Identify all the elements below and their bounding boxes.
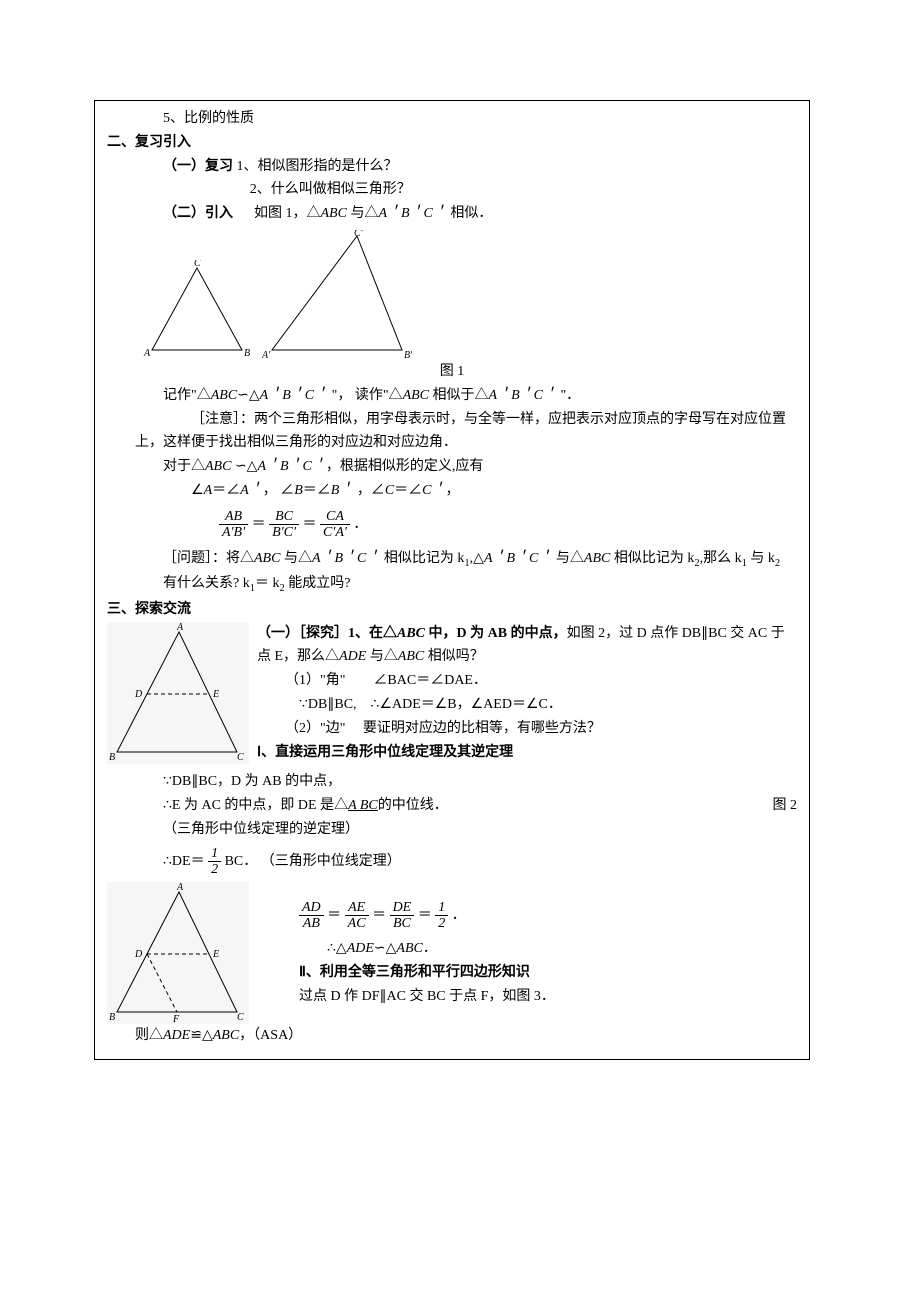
svg-text:C': C'	[354, 230, 364, 239]
svg-text:B': B'	[404, 350, 412, 360]
svg-text:A: A	[176, 882, 184, 893]
equation-ratios-2: ADAB ＝ AEAC ＝ DEBC ＝ 12 ．	[299, 900, 797, 932]
proof-line-1: ∵DB∥BC，D 为 AB 的中点，	[107, 770, 797, 794]
line-notation: 记作"△ABC∽△A＇B＇C＇ "， 读作"△ABC 相似于△A＇B＇C＇ "．	[107, 384, 797, 408]
figure-1-caption: 图 1	[107, 360, 797, 384]
svg-text:E: E	[212, 949, 219, 960]
proof-line-4: ∴DE＝ 12 BC． （三角形中位线定理）	[107, 846, 797, 878]
figure-2-caption: 图 2	[773, 794, 798, 818]
method-2-section: A D E B F C ADAB ＝ AEAC ＝ DEBC ＝ 12 ． ∴△…	[107, 882, 797, 1024]
svg-text:D: D	[134, 689, 143, 700]
figure-1: A B C A' B' C'	[107, 230, 797, 360]
explore-side: （2）"边" 要证明对应边的比相等，有哪些方法？	[257, 717, 797, 741]
heading-3: 三、探索交流	[107, 598, 797, 622]
heading-2: 二、复习引入	[107, 131, 797, 155]
explore-section: A D E B C （一）［探究］1、在△ABC 中，D 为 AB 的中点，如图…	[107, 622, 797, 765]
conclusion-1: ∴△ADE∽△ABC．	[299, 937, 797, 961]
line-review-2: 2、什么叫做相似三角形？	[107, 178, 797, 202]
label-intro: （二）引入	[163, 206, 233, 221]
label-review: （一）复习	[163, 159, 233, 174]
method-2-line: 过点 D 作 DF∥AC 交 BC 于点 F，如图 3．	[299, 985, 797, 1009]
triangle-adef: A D E B F C	[107, 882, 249, 1024]
svg-text:A: A	[143, 348, 151, 359]
q1: 1、相似图形指的是什么？	[237, 159, 398, 174]
svg-text:A: A	[176, 622, 184, 633]
explore-line-1: （一）［探究］1、在△ABC 中，D 为 AB 的中点，如图 2，过 D 点作 …	[257, 622, 797, 670]
svg-text:B: B	[109, 1012, 115, 1023]
svg-text:D: D	[134, 949, 143, 960]
svg-text:E: E	[212, 689, 219, 700]
triangle-abc-large: A' B' C'	[262, 230, 412, 360]
proof-line-2: ∴E 为 AC 的中点，即 DE 是△A BC的中位线． 图 2	[107, 794, 797, 818]
line-review-1: （一）复习 1、相似图形指的是什么？	[107, 155, 797, 179]
svg-text:C: C	[237, 1012, 244, 1023]
line-5: 5、比例的性质	[107, 107, 797, 131]
line-definition: 对于△ABC ∽△A＇B＇C＇，根据相似形的定义,应有	[107, 455, 797, 479]
page-frame: 5、比例的性质 二、复习引入 （一）复习 1、相似图形指的是什么？ 2、什么叫做…	[94, 100, 810, 1060]
method-1-title: Ⅰ、直接运用三角形中位线定理及其逆定理	[257, 741, 797, 765]
svg-text:C: C	[237, 752, 244, 763]
line-question: ［问题］：将△ABC 与△A＇B＇C＇ 相似比记为 k1,△A＇B＇C＇ 与△A…	[107, 547, 797, 598]
svg-text:C: C	[194, 260, 201, 269]
explore-angle-1: （1）"角" ∠BAC＝∠DAE．	[257, 669, 797, 693]
triangle-ade: A D E B C	[107, 622, 249, 764]
method-2-title: Ⅱ、利用全等三角形和平行四边形知识	[299, 961, 797, 985]
proof-line-3: （三角形中位线定理的逆定理）	[107, 818, 797, 842]
svg-text:B: B	[109, 752, 115, 763]
equation-ratios: ABA'B' ＝ BCB'C' ＝ CAC'A' ．	[107, 509, 797, 541]
line-note: ［注意］：两个三角形相似，用字母表示时，与全等一样，应把表示对应顶点的字母写在对…	[107, 408, 797, 456]
svg-text:B: B	[244, 348, 250, 359]
svg-text:A': A'	[262, 350, 271, 360]
svg-text:F: F	[172, 1014, 180, 1024]
proof-line-asa: 则△ADE≌△ABC，（ASA）	[107, 1024, 797, 1048]
line-intro: （二）引入 如图 1，△ABC 与△A＇B＇C＇ 相似．	[107, 202, 797, 226]
line-angles: ∠A＝∠A＇， ∠B＝∠B＇ ，∠C＝∠C＇，	[107, 479, 797, 503]
triangle-abc-small: A B C	[142, 260, 252, 360]
explore-angle-2: ∵DB∥BC, ∴∠ADE＝∠B，∠AED＝∠C．	[257, 693, 797, 717]
